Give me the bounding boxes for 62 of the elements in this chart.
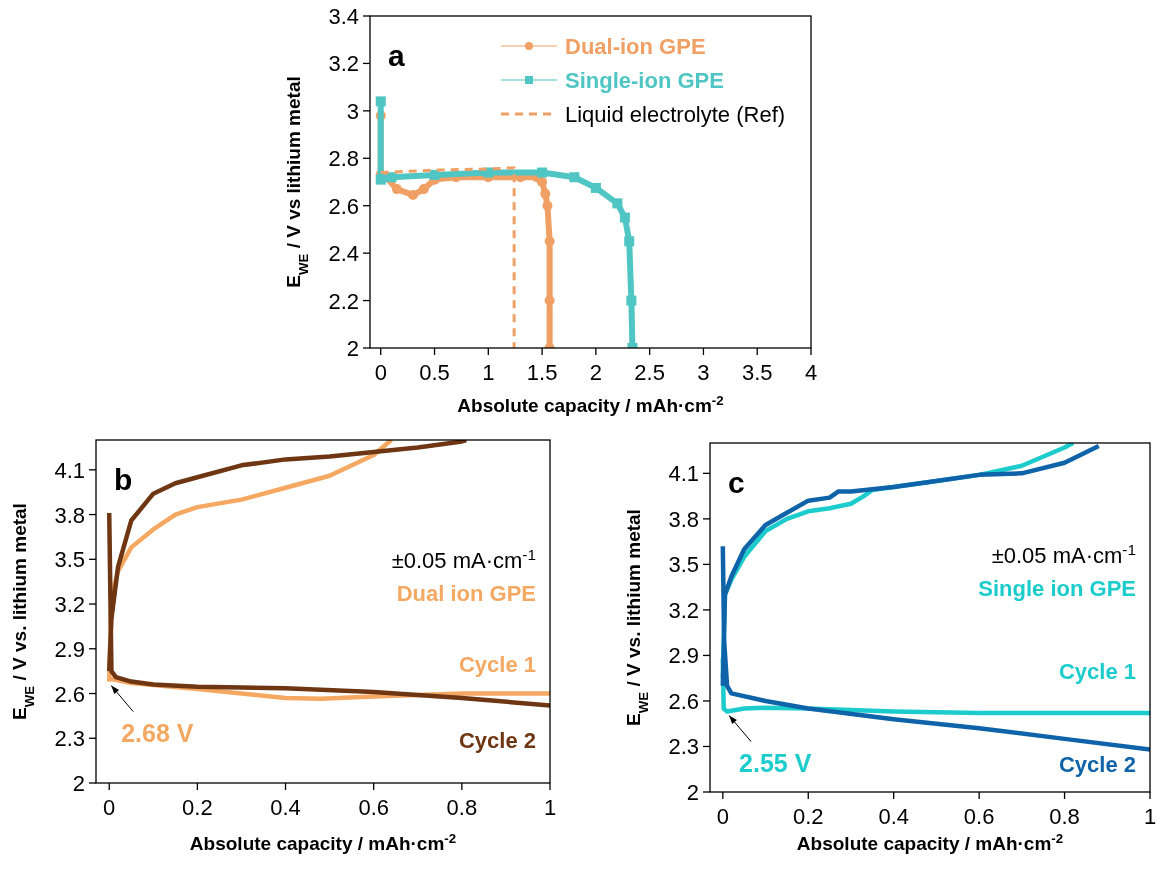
annotation: ±0.05 mA·cm$^{-1}$ <box>391 545 536 573</box>
y-tick-label: 2.2 <box>328 288 359 314</box>
x-tick-label: 0.8 <box>1049 804 1080 829</box>
y-tick-label: 2.6 <box>328 193 359 219</box>
y-tick-label: 2.8 <box>328 146 359 172</box>
series-label: Cycle 2 <box>458 728 536 754</box>
x-tick-label: 0 <box>103 795 116 820</box>
x-tick-label: 0.2 <box>182 795 213 820</box>
annotation: ±0.05 mA·cm$^{-1}$ <box>991 540 1136 568</box>
x-tick-label: 0 <box>716 804 729 829</box>
y-tick-label: 2.3 <box>54 726 85 752</box>
legend-label: Single-ion GPE <box>565 68 724 93</box>
y-tick-label: 2.9 <box>668 643 699 669</box>
x-tick-label: 4 <box>804 360 818 385</box>
x-axis-title: Absolute capacity / mAh·cm$^{-2}$ <box>457 392 724 416</box>
series-label: Cycle 1 <box>458 651 536 677</box>
x-tick-label: 0.8 <box>446 795 478 820</box>
x-tick-label: 0.5 <box>419 360 450 385</box>
series-label: Cycle 1 <box>1058 658 1136 684</box>
y-tick-label: 3.4 <box>328 4 359 29</box>
x-tick-label: 0.6 <box>358 795 389 820</box>
y-tick-label: 3.8 <box>668 506 699 532</box>
x-axis-title: Absolute capacity / mAh·cm$^{-2}$ <box>189 830 457 854</box>
x-tick-label: 2.5 <box>634 360 665 385</box>
y-tick-label: 2 <box>346 336 359 361</box>
text: a <box>388 39 405 72</box>
y-tick-label: 3 <box>346 98 359 124</box>
x-tick-label: 0.4 <box>270 795 301 820</box>
text: c <box>728 466 745 499</box>
x-tick-label: 0.6 <box>963 804 995 829</box>
y-tick-label: 2.6 <box>668 688 699 714</box>
x-tick-label: 2 <box>589 360 602 385</box>
legend-label: Liquid electrolyte (Ref) <box>565 102 786 127</box>
y-tick-label: 4.1 <box>54 457 85 483</box>
x-tick-label: 1.5 <box>526 360 558 385</box>
y-tick-label: 3.2 <box>668 597 699 623</box>
x-tick-label: 3.5 <box>741 360 773 385</box>
y-tick-label: 2.4 <box>328 241 359 267</box>
annotation: 2.68 V <box>121 718 194 747</box>
x-tick-label: 1 <box>482 360 495 385</box>
y-tick-label: 2 <box>72 771 85 796</box>
y-tick-label: 3.5 <box>668 552 699 578</box>
legend-label: Dual-ion GPE <box>565 34 706 59</box>
y-tick-label: 3.8 <box>54 502 85 528</box>
y-tick-label: 2.3 <box>668 734 699 760</box>
x-tick-label: 0.2 <box>792 804 824 829</box>
x-tick-label: 1 <box>1143 804 1157 829</box>
x-tick-label: 0 <box>374 360 387 385</box>
annotation: Single ion GPE <box>978 576 1136 601</box>
y-tick-label: 2.6 <box>54 681 85 707</box>
x-tick-label: 1 <box>543 795 557 820</box>
y-tick-label: 3.2 <box>328 51 359 77</box>
y-tick-label: 3.2 <box>54 592 85 618</box>
text: b <box>114 463 133 496</box>
x-axis-title: Absolute capacity / mAh·cm$^{-2}$ <box>796 830 1064 854</box>
annotation: Dual ion GPE <box>396 581 536 606</box>
annotation: 2.55 V <box>739 748 812 777</box>
x-tick-label: 0.4 <box>878 804 909 829</box>
y-tick-label: 4.1 <box>668 461 699 487</box>
y-tick-label: 3.5 <box>54 547 85 573</box>
series-label: Cycle 2 <box>1058 752 1136 778</box>
y-tick-label: 2.9 <box>54 636 85 662</box>
